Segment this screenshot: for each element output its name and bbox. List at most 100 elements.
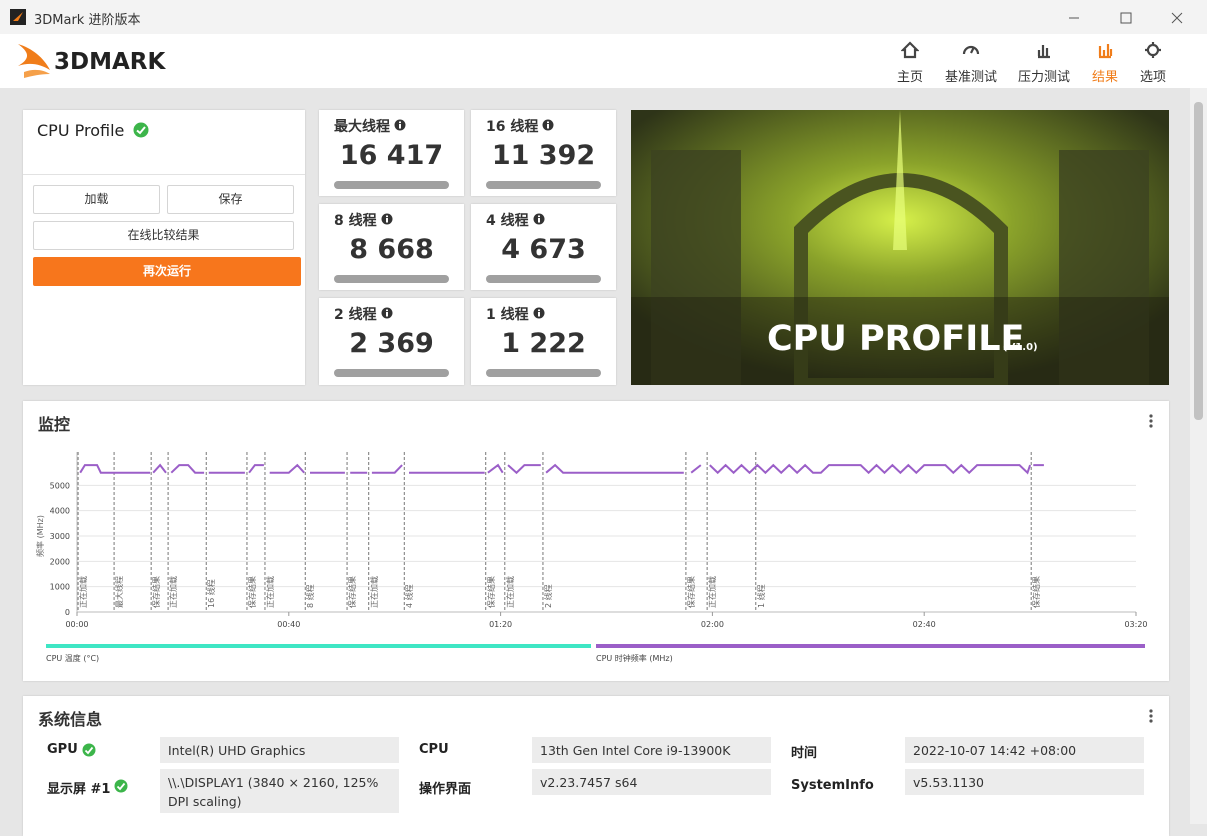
phase-label: 正在加载	[505, 576, 515, 608]
window-controls[interactable]	[1060, 8, 1200, 28]
x-tick-label: 00:00	[65, 620, 88, 629]
info-value: Intel(R) UHD Graphics	[160, 737, 399, 763]
score-label: 最大线程	[334, 119, 390, 135]
phase-label: 16 线程	[206, 579, 216, 608]
phase-label: 保存结果	[247, 576, 257, 608]
info-icon	[394, 119, 406, 131]
info-dot	[538, 309, 540, 312]
scroll-thumb[interactable]	[1194, 102, 1203, 420]
phase-label: 正在加载	[707, 576, 717, 608]
phase-label: 4 线程	[404, 584, 414, 608]
score-value: 11 392	[491, 140, 596, 171]
phase-label: 最大线程	[114, 576, 124, 608]
monitor-card: 监控 0 1000 2000 3000 4000 5000 00:00 00:40 01:20 0…	[23, 401, 1169, 681]
score-label: 8 线程	[334, 213, 377, 229]
icon-shape	[1098, 44, 1113, 59]
legend-label: CPU 时钟频率 (MHz)	[596, 653, 673, 663]
info-value: v5.53.1130	[905, 769, 1144, 795]
save-button[interactable]: 保存	[167, 185, 294, 214]
y-axis-label: 频率 (MHz)	[35, 515, 45, 557]
nav-icon[interactable]	[1035, 41, 1053, 59]
nav-item[interactable]: 结果	[1091, 70, 1118, 85]
y-tick-label: 0	[65, 608, 70, 617]
logo-text: 3DMARK	[54, 49, 166, 75]
score-card: 最大线程 16 417	[319, 110, 464, 196]
info-i	[386, 312, 388, 317]
nav-item[interactable]: 基准测试	[944, 70, 997, 85]
info-icon	[381, 213, 393, 225]
info-icon	[381, 307, 393, 319]
nav-item[interactable]: 选项	[1139, 70, 1166, 85]
y-tick-label: 3000	[50, 532, 70, 541]
check-icon	[114, 779, 128, 793]
check-circle	[114, 779, 128, 793]
sysinfo-card: 系统信息 GPU Intel(R) UHD Graphics CPU 13th Gen…	[23, 696, 1169, 836]
info-icon	[542, 119, 554, 131]
icon-shape	[1145, 42, 1161, 58]
nav-icon[interactable]	[1096, 41, 1114, 59]
score-bar	[334, 181, 449, 189]
compare-button[interactable]: 在线比较结果	[33, 221, 294, 250]
info-i	[538, 312, 540, 317]
nav-icon[interactable]	[1144, 41, 1162, 59]
banner-version: (V1.0)	[1003, 342, 1038, 353]
y-tick-label: 1000	[50, 583, 70, 592]
divider	[23, 174, 305, 175]
phase-label: 8 线程	[305, 584, 315, 608]
phase-label: 保存结果	[486, 576, 496, 608]
score-value: 2 369	[349, 328, 434, 359]
nav-item[interactable]: 压力测试	[1017, 70, 1070, 85]
nav-item[interactable]: 主页	[896, 70, 923, 85]
info-label: GPU	[47, 742, 78, 757]
frequency-line	[79, 463, 1044, 475]
info-i	[399, 124, 401, 129]
more-menu[interactable]	[1147, 413, 1155, 429]
check-circle	[82, 743, 96, 757]
info-value: v2.23.7457 s64	[532, 769, 771, 795]
phase-label: 保存结果	[347, 576, 357, 608]
info-label: 时间	[791, 746, 818, 761]
score-bar	[334, 275, 449, 283]
x-tick-label: 02:40	[913, 620, 936, 629]
phase-label: 正在加载	[78, 576, 88, 608]
check-mark	[116, 782, 126, 791]
icon-shape	[962, 45, 980, 55]
info-dot	[399, 121, 401, 124]
monitor-chart: 0 1000 2000 3000 4000 5000 00:00 00:40 01:20 02:0…	[35, 452, 1148, 663]
sysinfo-title: 系统信息	[38, 710, 103, 729]
check-icon	[133, 122, 149, 138]
header: 3DMARK	[0, 34, 1207, 88]
x-tick-label: 01:20	[489, 620, 512, 629]
score-value: 16 417	[339, 140, 444, 171]
info-dot	[386, 215, 388, 218]
banner-title: CPU PROFILE	[767, 319, 1024, 359]
y-tick-label: 2000	[50, 557, 70, 566]
app-icon	[10, 9, 26, 25]
logo: 3DMARK	[18, 44, 166, 78]
score-card: 2 线程 2 369	[319, 298, 464, 385]
x-tick-label: 00:40	[277, 620, 300, 629]
banner: CPU PROFILE (V1.0)	[631, 110, 1169, 385]
score-card: 16 线程 11 392	[471, 110, 616, 196]
score-label: 2 线程	[334, 307, 377, 323]
score-bar	[334, 369, 449, 377]
info-value: \\.\DISPLAY1 (3840 × 2160, 125% DPI scal…	[160, 769, 399, 813]
score-value: 4 673	[501, 234, 586, 265]
phase-label: 正在加载	[168, 576, 178, 608]
nav-icon[interactable]	[962, 41, 980, 59]
more-menu[interactable]	[1147, 708, 1155, 724]
info-i	[386, 218, 388, 223]
score-label: 4 线程	[486, 213, 529, 229]
info-icon	[533, 307, 545, 319]
score-bar	[486, 275, 601, 283]
info-label: CPU	[419, 742, 449, 757]
phase-label: 1 线程	[756, 584, 766, 608]
phase-label: 保存结果	[1031, 576, 1041, 608]
load-button[interactable]: 加载	[33, 185, 160, 214]
phase-label: 正在加载	[369, 576, 379, 608]
run-again-button[interactable]: 再次运行	[33, 257, 301, 286]
nav-icon[interactable]	[901, 41, 919, 59]
x-tick-label: 03:20	[1124, 620, 1147, 629]
scrollbar[interactable]	[1190, 88, 1207, 824]
